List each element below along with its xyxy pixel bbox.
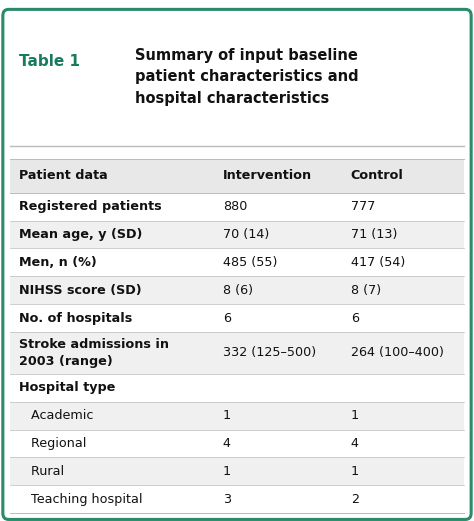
Bar [10, 193, 464, 220]
Text: Mean age, y (SD): Mean age, y (SD) [19, 228, 142, 241]
Text: Academic: Academic [19, 409, 93, 422]
Bar [10, 402, 464, 430]
Text: Summary of input baseline
patient characteristics and
hospital characteristics: Summary of input baseline patient charac… [135, 48, 359, 106]
Text: 332 (125–500): 332 (125–500) [223, 346, 316, 359]
Bar [10, 304, 464, 332]
Text: 1: 1 [223, 409, 231, 422]
Text: 485 (55): 485 (55) [223, 256, 277, 269]
Bar [10, 332, 464, 374]
Text: Rural: Rural [19, 465, 64, 478]
Text: Intervention: Intervention [223, 169, 312, 182]
FancyBboxPatch shape [3, 9, 471, 519]
Text: Regional: Regional [19, 437, 86, 450]
Text: 6: 6 [223, 312, 231, 325]
Text: 777: 777 [351, 200, 375, 213]
Bar [10, 430, 464, 457]
Text: 71 (13): 71 (13) [351, 228, 397, 241]
Text: 880: 880 [223, 200, 247, 213]
Bar [10, 486, 464, 513]
Text: 3: 3 [223, 493, 231, 506]
Text: 2: 2 [351, 493, 359, 506]
Text: 6: 6 [351, 312, 359, 325]
Text: 8 (7): 8 (7) [351, 284, 381, 297]
Text: Patient data: Patient data [19, 169, 108, 182]
Bar [10, 18, 464, 146]
Text: Hospital type: Hospital type [19, 381, 115, 394]
Text: 1: 1 [351, 465, 359, 478]
Text: No. of hospitals: No. of hospitals [19, 312, 132, 325]
Text: NIHSS score (SD): NIHSS score (SD) [19, 284, 142, 297]
Text: 1: 1 [351, 409, 359, 422]
Text: 4: 4 [351, 437, 359, 450]
Text: 1: 1 [223, 465, 231, 478]
Bar [10, 159, 464, 193]
Text: Teaching hospital: Teaching hospital [19, 493, 143, 506]
Bar [10, 249, 464, 276]
Text: 264 (100–400): 264 (100–400) [351, 346, 444, 359]
Text: 417 (54): 417 (54) [351, 256, 405, 269]
Bar [10, 374, 464, 402]
Text: Table 1: Table 1 [19, 54, 80, 69]
Bar [10, 276, 464, 304]
Bar [10, 457, 464, 486]
Text: 4: 4 [223, 437, 231, 450]
Text: Registered patients: Registered patients [19, 200, 162, 213]
Text: Control: Control [351, 169, 404, 182]
Bar [10, 220, 464, 249]
Text: 8 (6): 8 (6) [223, 284, 253, 297]
Text: Stroke admissions in
2003 (range): Stroke admissions in 2003 (range) [19, 338, 169, 368]
Text: 70 (14): 70 (14) [223, 228, 269, 241]
Text: Men, n (%): Men, n (%) [19, 256, 97, 269]
